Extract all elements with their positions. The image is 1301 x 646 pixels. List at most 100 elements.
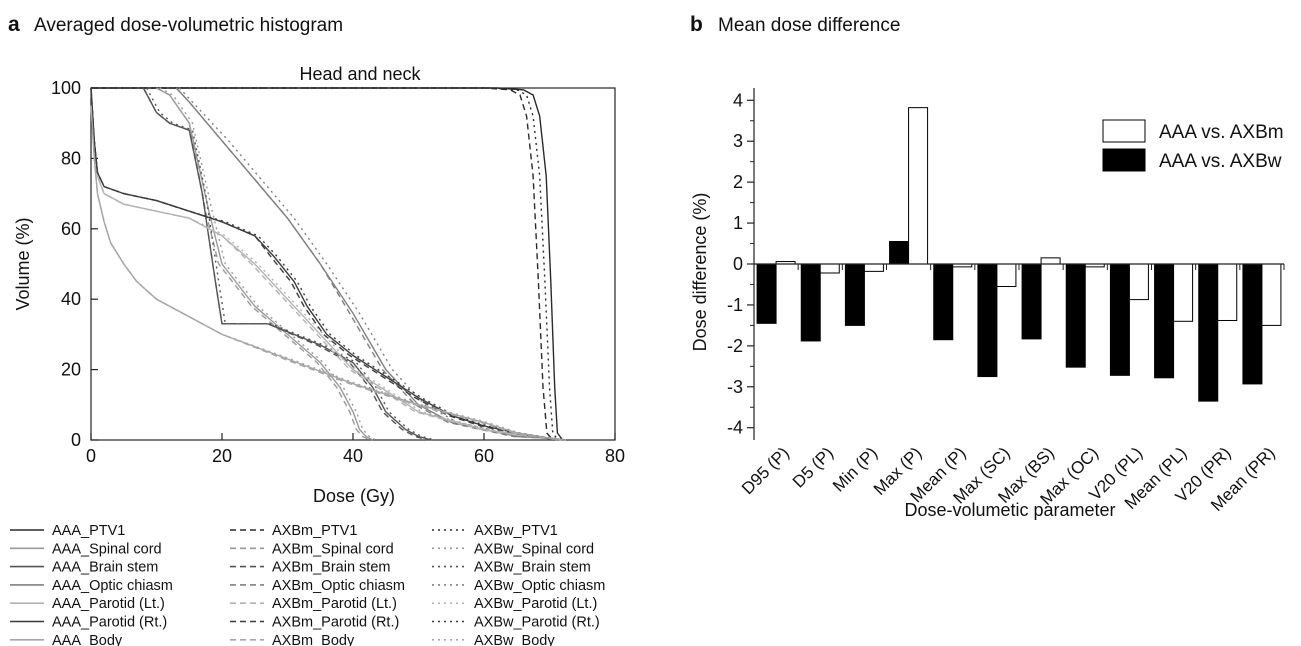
panel-b-title: Mean dose difference: [718, 15, 900, 36]
bar-y-tick-label: 0: [733, 254, 743, 274]
legend-label-axbw-spinal-cord: AXBw_Spinal cord: [474, 541, 594, 557]
bar-axbm-max-sc: [996, 263, 1017, 288]
dvh-x-tick-label: 40: [343, 446, 363, 466]
bar-y-tick-label: 1: [733, 213, 743, 233]
dvh-line-axbm-optic-chiasm: [175, 87, 560, 441]
dvh-line-aaa-spinal-cord: [156, 87, 373, 441]
dvh-line-aaa-brain-stem: [142, 87, 432, 441]
dvh-y-tick-label: 100: [51, 78, 81, 98]
legend-label-axbw-optic-chiasm: AXBw_Optic chiasm: [474, 578, 605, 594]
dvh-legend: AAA_PTV1 AXBm_PTV1 AXBw_PTV1 AAA_Spinal cor…: [10, 523, 605, 646]
dvh-y-tick-label: 20: [61, 360, 81, 380]
bar-legend-swatch-aaa-vs-axbm: [1102, 119, 1146, 143]
legend-label-aaa-brain-stem: AAA_Brain stem: [52, 560, 158, 576]
legend-label-axbm-brain-stem: AXBm_Brain stem: [272, 560, 390, 576]
bar-y-axis-title: Dose difference (%): [690, 193, 710, 352]
bar-y-tick-label: 4: [733, 90, 743, 110]
panel-a-label: a: [8, 13, 20, 36]
legend-label-axbm-spinal-cord: AXBm_Spinal cord: [272, 541, 394, 557]
panel-a-title: Averaged dose-volumetric histogram: [34, 15, 343, 36]
dvh-line-axbw-parotid-rt: [90, 87, 566, 441]
dvh-line-axbm-body: [90, 105, 560, 441]
bar-axbw-mean-pl: [1154, 263, 1175, 379]
bar-axbm-mean-pr: [1261, 263, 1282, 326]
legend-label-axbm-parotid-lt: AXBm_Parotid (Lt.): [272, 596, 397, 612]
dvh-y-axis-title: Volume (%): [13, 217, 33, 310]
bar-axbm-max-bs: [1040, 257, 1061, 265]
dvh-plot: 0 20 40 60 80 0 20 40 60 80 100: [51, 78, 625, 466]
bar-y-tick-label: -4: [727, 418, 743, 438]
dvh-line-axbm-spinal-cord: [156, 87, 370, 441]
bar-y-tick-label: -1: [727, 295, 743, 315]
legend-label-aaa-parotid-rt: AAA_Parotid (Rt.): [52, 615, 167, 631]
dvh-line-aaa-ptv1: [91, 87, 564, 441]
bar-category-label: D95 (P): [738, 443, 793, 498]
bar-axbw-d95-p: [756, 263, 777, 324]
bar-axbm-v20-pl: [1128, 263, 1149, 301]
legend-label-axbw-ptv1: AXBw_PTV1: [474, 523, 558, 539]
dvh-y-tick-label: 60: [61, 219, 81, 239]
bar-axbw-d5-p: [800, 263, 821, 342]
dvh-chart-title: Head and neck: [299, 64, 421, 84]
legend-label-axbm-ptv1: AXBm_PTV1: [272, 523, 357, 539]
legend-label-aaa-ptv1: AAA_PTV1: [52, 523, 125, 539]
bar-axbw-max-oc: [1065, 263, 1086, 368]
bar-axbw-mean-pr: [1242, 263, 1263, 385]
bar-axbw-max-p: [889, 240, 910, 265]
bar-y-tick-label: 3: [733, 131, 743, 151]
bar-axbw-v20-pl: [1109, 263, 1130, 376]
dvh-line-axbm-parotid-rt: [90, 87, 560, 441]
legend-label-axbw-body: AXBw_Body: [474, 633, 555, 646]
bar-y-tick-label: 2: [733, 172, 743, 192]
bar-y-tick-label: -2: [727, 336, 743, 356]
bar-legend-swatch-aaa-vs-axbw: [1102, 148, 1146, 172]
dvh-line-aaa-body: [90, 105, 563, 441]
bar-legend-label-aaa-vs-axbw: AAA vs. AXBw: [1159, 151, 1282, 172]
legend-label-axbm-optic-chiasm: AXBm_Optic chiasm: [272, 578, 405, 594]
bar-x-axis-title: Dose-volumetic parameter: [904, 500, 1115, 520]
dvh-x-tick-label: 80: [605, 446, 625, 466]
dvh-x-axis-title: Dose (Gy): [313, 486, 395, 506]
dvh-plot-frame: [90, 87, 616, 441]
bar-axbm-v20-pr: [1217, 263, 1238, 321]
legend-label-axbw-parotid-lt: AXBw_Parotid (Lt.): [474, 596, 597, 612]
dvh-line-axbm-parotid-lt: [90, 87, 560, 441]
bar-axbw-mean-p: [933, 263, 954, 341]
bar-axbm-max-p: [908, 107, 929, 265]
legend-label-aaa-body: AAA_Body: [52, 633, 123, 646]
bar-axbw-max-bs: [1021, 263, 1042, 340]
dvh-y-tick-label: 80: [61, 148, 81, 168]
legend-label-aaa-parotid-lt: AAA_Parotid (Lt.): [52, 596, 165, 612]
bar-legend-label-aaa-vs-axbm: AAA vs. AXBm: [1159, 122, 1284, 143]
dvh-x-tick-label: 20: [212, 446, 232, 466]
dvh-line-axbw-body: [90, 105, 566, 441]
legend-label-axbm-body: AXBm_Body: [272, 633, 355, 646]
dvh-line-axbw-parotid-lt: [90, 87, 566, 441]
dvh-line-axbw-brain-stem: [146, 87, 436, 441]
bar-axbm-d5-p: [819, 263, 840, 274]
panel-b-label: b: [690, 13, 703, 36]
legend-label-aaa-optic-chiasm: AAA_Optic chiasm: [52, 578, 173, 594]
dvh-line-axbw-ptv1: [91, 87, 559, 441]
bar-axbw-max-sc: [977, 263, 998, 378]
dvh-y-tick-label: 40: [61, 289, 81, 309]
dvh-x-tick-label: 60: [474, 446, 494, 466]
bar-axbw-min-p: [844, 263, 865, 326]
legend-label-axbm-parotid-rt: AXBm_Parotid (Rt.): [272, 615, 399, 631]
legend-label-aaa-spinal-cord: AAA_Spinal cord: [52, 541, 162, 557]
bar-y-tick-label: -3: [727, 377, 743, 397]
bar-category-label: D5 (P): [789, 443, 837, 491]
dvh-line-aaa-parotid-rt: [90, 87, 563, 441]
bar-axbm-min-p: [863, 263, 884, 272]
dvh-x-tick-label: 0: [86, 446, 96, 466]
legend-label-axbw-parotid-rt: AXBw_Parotid (Rt.): [474, 615, 600, 631]
dvh-y-tick-label: 0: [71, 430, 81, 450]
dvh-line-axbw-spinal-cord: [159, 87, 377, 441]
bar-legend: AAA vs. AXBm AAA vs. AXBw: [1102, 119, 1284, 172]
dvh-line-axbm-brain-stem: [142, 87, 429, 441]
legend-label-axbw-brain-stem: AXBw_Brain stem: [474, 560, 591, 576]
dvh-line-axbm-ptv1: [91, 87, 554, 441]
bar-axbw-v20-pr: [1198, 263, 1219, 402]
bar-axbm-mean-pl: [1173, 263, 1194, 322]
